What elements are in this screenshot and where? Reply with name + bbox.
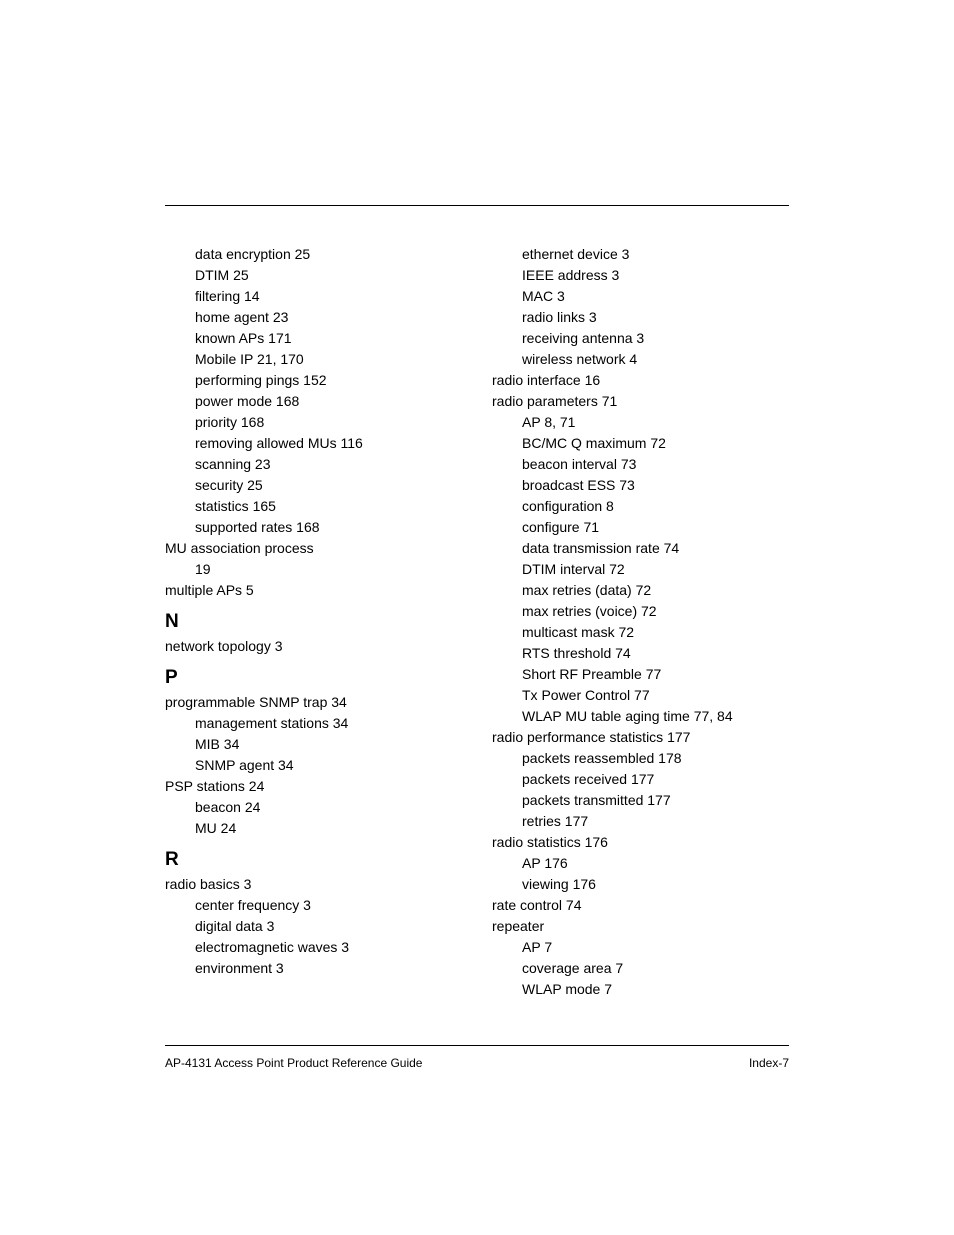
index-entry: known APs 171 bbox=[165, 328, 462, 349]
index-entry: Short RF Preamble 77 bbox=[492, 664, 789, 685]
index-entry: retries 177 bbox=[492, 811, 789, 832]
footer-left: AP-4131 Access Point Product Reference G… bbox=[165, 1056, 422, 1070]
index-entry: max retries (voice) 72 bbox=[492, 601, 789, 622]
index-entry: radio performance statistics 177 bbox=[492, 727, 789, 748]
index-entry: DTIM interval 72 bbox=[492, 559, 789, 580]
index-entry: repeater bbox=[492, 916, 789, 937]
index-entry: MAC 3 bbox=[492, 286, 789, 307]
index-entry: electromagnetic waves 3 bbox=[165, 937, 462, 958]
index-entry: MU 24 bbox=[165, 818, 462, 839]
index-entry: scanning 23 bbox=[165, 454, 462, 475]
index-entry: home agent 23 bbox=[165, 307, 462, 328]
index-entry: WLAP MU table aging time 77, 84 bbox=[492, 706, 789, 727]
page-content: data encryption 25DTIM 25filtering 14hom… bbox=[165, 205, 789, 1055]
index-entry: PSP stations 24 bbox=[165, 776, 462, 797]
index-entry: beacon 24 bbox=[165, 797, 462, 818]
index-entry: viewing 176 bbox=[492, 874, 789, 895]
index-entry: RTS threshold 74 bbox=[492, 643, 789, 664]
index-entry: broadcast ESS 73 bbox=[492, 475, 789, 496]
footer-text: AP-4131 Access Point Product Reference G… bbox=[165, 1056, 789, 1070]
section-letter: P bbox=[165, 667, 462, 689]
index-entry: BC/MC Q maximum 72 bbox=[492, 433, 789, 454]
right-column: ethernet device 3IEEE address 3MAC 3radi… bbox=[492, 244, 789, 1000]
index-entry: wireless network 4 bbox=[492, 349, 789, 370]
index-entry: priority 168 bbox=[165, 412, 462, 433]
index-entry: packets reassembled 178 bbox=[492, 748, 789, 769]
top-rule bbox=[165, 205, 789, 206]
section-letter: R bbox=[165, 849, 462, 871]
index-entry: Mobile IP 21, 170 bbox=[165, 349, 462, 370]
index-entry: Tx Power Control 77 bbox=[492, 685, 789, 706]
index-entry: DTIM 25 bbox=[165, 265, 462, 286]
index-entry: management stations 34 bbox=[165, 713, 462, 734]
index-entry: statistics 165 bbox=[165, 496, 462, 517]
left-column: data encryption 25DTIM 25filtering 14hom… bbox=[165, 244, 462, 1000]
index-entry: power mode 168 bbox=[165, 391, 462, 412]
index-entry: max retries (data) 72 bbox=[492, 580, 789, 601]
index-entry: WLAP mode 7 bbox=[492, 979, 789, 1000]
index-entry: MU association process bbox=[165, 538, 462, 559]
index-entry: coverage area 7 bbox=[492, 958, 789, 979]
index-entry: MIB 34 bbox=[165, 734, 462, 755]
index-entry: rate control 74 bbox=[492, 895, 789, 916]
index-entry: radio parameters 71 bbox=[492, 391, 789, 412]
index-entry: security 25 bbox=[165, 475, 462, 496]
index-entry: removing allowed MUs 116 bbox=[165, 433, 462, 454]
index-entry: center frequency 3 bbox=[165, 895, 462, 916]
index-entry: packets transmitted 177 bbox=[492, 790, 789, 811]
index-entry: 19 bbox=[165, 559, 462, 580]
bottom-rule bbox=[165, 1045, 789, 1046]
index-entry: SNMP agent 34 bbox=[165, 755, 462, 776]
index-entry: IEEE address 3 bbox=[492, 265, 789, 286]
section-letter: N bbox=[165, 611, 462, 633]
index-entry: ethernet device 3 bbox=[492, 244, 789, 265]
index-entry: configure 71 bbox=[492, 517, 789, 538]
footer-right: Index-7 bbox=[749, 1056, 789, 1070]
index-entry: data transmission rate 74 bbox=[492, 538, 789, 559]
index-entry: supported rates 168 bbox=[165, 517, 462, 538]
index-entry: configuration 8 bbox=[492, 496, 789, 517]
index-entry: radio statistics 176 bbox=[492, 832, 789, 853]
index-entry: radio basics 3 bbox=[165, 874, 462, 895]
index-entry: programmable SNMP trap 34 bbox=[165, 692, 462, 713]
index-entry: AP 176 bbox=[492, 853, 789, 874]
index-columns: data encryption 25DTIM 25filtering 14hom… bbox=[165, 244, 789, 1000]
index-entry: environment 3 bbox=[165, 958, 462, 979]
index-entry: data encryption 25 bbox=[165, 244, 462, 265]
index-entry: filtering 14 bbox=[165, 286, 462, 307]
index-entry: performing pings 152 bbox=[165, 370, 462, 391]
index-entry: network topology 3 bbox=[165, 636, 462, 657]
index-entry: beacon interval 73 bbox=[492, 454, 789, 475]
index-entry: radio interface 16 bbox=[492, 370, 789, 391]
index-entry: digital data 3 bbox=[165, 916, 462, 937]
index-entry: receiving antenna 3 bbox=[492, 328, 789, 349]
index-entry: multiple APs 5 bbox=[165, 580, 462, 601]
index-entry: radio links 3 bbox=[492, 307, 789, 328]
index-entry: AP 8, 71 bbox=[492, 412, 789, 433]
index-entry: AP 7 bbox=[492, 937, 789, 958]
index-entry: multicast mask 72 bbox=[492, 622, 789, 643]
page-footer: AP-4131 Access Point Product Reference G… bbox=[165, 1045, 789, 1070]
index-entry: packets received 177 bbox=[492, 769, 789, 790]
